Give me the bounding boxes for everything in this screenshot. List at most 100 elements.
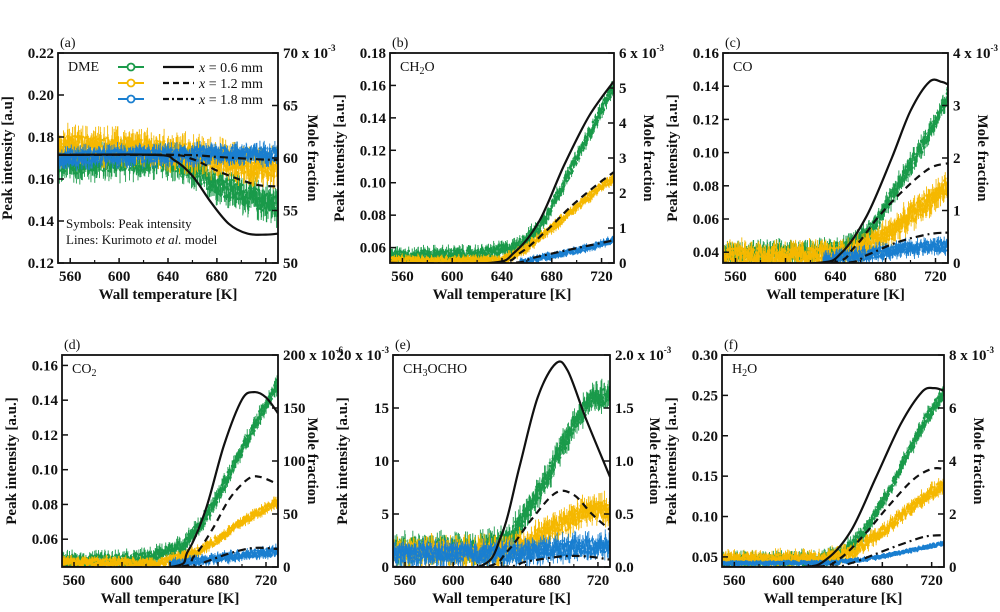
data-point [559, 222, 562, 226]
data-point [273, 169, 276, 173]
data-point [128, 166, 132, 170]
model-line-dashdot [58, 153, 278, 162]
legend-marker-icon [126, 78, 136, 88]
data-point [93, 150, 97, 153]
data-point [78, 151, 82, 155]
data-point [518, 237, 522, 241]
data-point [200, 182, 203, 186]
x-tick-label: 600 [108, 269, 131, 285]
data-point [407, 249, 411, 253]
data-point [264, 147, 267, 150]
data-point [567, 176, 571, 180]
data-point [433, 249, 437, 252]
data-point [114, 157, 117, 160]
symbol-series-0 [390, 80, 614, 263]
data-point [600, 110, 604, 114]
data-point [203, 181, 206, 184]
panel-a: 560 600 640 680 720 Wall temperature [K] 0.12 0… [0, 36, 336, 303]
data-point [254, 187, 258, 191]
x-tick-label: 680 [206, 269, 229, 285]
data-point [196, 175, 200, 178]
data-point [577, 157, 581, 160]
data-point [219, 151, 223, 154]
data-point [247, 205, 251, 208]
x-tick-label: 560 [59, 269, 82, 285]
data-point [591, 120, 595, 124]
data-point [584, 135, 587, 139]
data-point [150, 144, 153, 148]
data-point [109, 158, 113, 161]
data-point [568, 171, 571, 175]
species-label: DME [68, 60, 99, 75]
data-point [162, 139, 166, 143]
data-point [606, 97, 610, 101]
y-right-tick-label: 50 [283, 256, 298, 272]
annotation-note: Symbols: Peak intensity [66, 216, 192, 231]
y-tick-label: 0.22 [28, 46, 54, 62]
legend-marker-icon [126, 62, 136, 72]
data-point [391, 251, 394, 255]
legend-entry-1: x = 1.2 mm [118, 77, 263, 92]
data-point [596, 119, 600, 122]
data-point [457, 256, 461, 260]
model-line-dashed [58, 153, 278, 188]
legend: x = 0.6 mmx = 1.2 mmx = 1.8 mm [118, 61, 263, 108]
legend-entry-2: x = 1.8 mm [118, 93, 263, 108]
plot-area [390, 80, 614, 263]
data-point [98, 149, 102, 152]
data-point [497, 253, 500, 256]
data-point [417, 257, 421, 261]
data-point [474, 256, 478, 260]
data-point [200, 152, 203, 156]
data-point [223, 185, 227, 189]
data-point [167, 159, 170, 163]
data-point [232, 179, 236, 182]
y-right-tick-label: 60 [283, 151, 298, 167]
data-point [233, 157, 236, 161]
x-axis-title: Wall temperature [K] [99, 287, 238, 303]
data-point [262, 175, 265, 179]
data-point [99, 139, 103, 143]
data-point [269, 193, 272, 197]
plot-area [58, 122, 278, 236]
y-axis-title-right: Mole fraction [304, 114, 320, 202]
data-point [602, 108, 606, 112]
data-point [150, 159, 154, 163]
y-right-tick-label: 65 [283, 99, 298, 115]
legend-label: x = 0.6 mm [198, 61, 263, 76]
data-point [242, 190, 246, 194]
data-point [84, 150, 88, 153]
data-point [430, 257, 434, 260]
data-point [81, 135, 85, 139]
data-point [164, 160, 168, 164]
data-point [565, 179, 569, 183]
data-point [571, 169, 574, 173]
data-point [489, 246, 493, 250]
data-point [158, 149, 162, 153]
data-point [140, 138, 143, 142]
data-point [575, 162, 578, 165]
y-axis-title-left: Peak intensity [a.u] [0, 96, 16, 220]
data-point [196, 147, 199, 151]
data-point [196, 159, 200, 162]
data-point [450, 249, 453, 252]
data-point [538, 229, 542, 233]
data-point [155, 160, 159, 164]
x-tick-label: 640 [157, 269, 180, 285]
data-point [226, 182, 229, 186]
y-tick-label: 0.20 [28, 88, 54, 104]
x-tick-label: 720 [255, 269, 278, 285]
data-point [91, 168, 94, 172]
panel-label: (a) [60, 36, 76, 51]
y-tick-label: 0.18 [28, 130, 54, 146]
data-point [560, 221, 564, 224]
data-point [158, 140, 162, 143]
data-point [220, 146, 224, 150]
legend-label: x = 1.2 mm [198, 77, 263, 92]
data-point [270, 152, 274, 156]
data-point [242, 148, 246, 151]
y-tick-label: 0.16 [28, 172, 55, 188]
data-point [96, 160, 100, 164]
